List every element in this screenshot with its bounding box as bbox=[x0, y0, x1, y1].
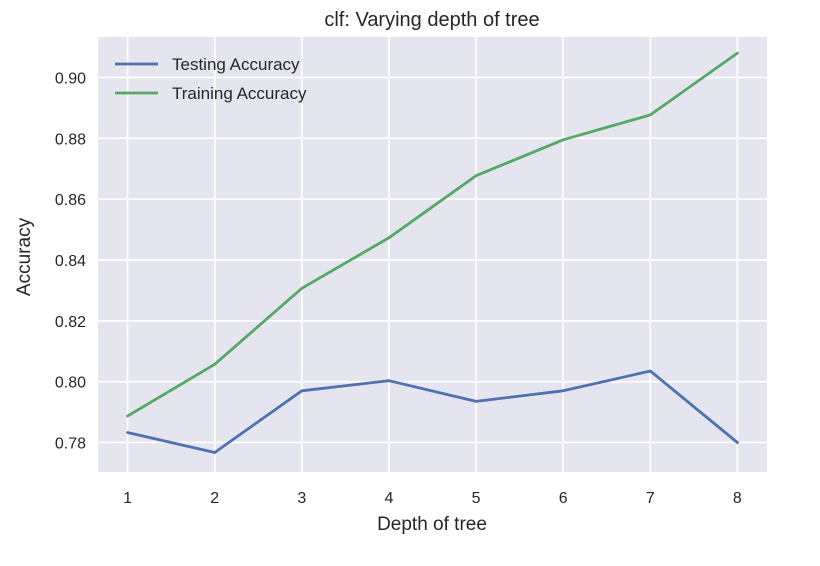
x-tick-label: 2 bbox=[210, 490, 219, 507]
grid bbox=[98, 37, 767, 472]
x-tick-label: 8 bbox=[733, 490, 742, 507]
x-axis-label: Depth of tree bbox=[377, 514, 487, 535]
y-axis-label: Accuracy bbox=[14, 217, 35, 296]
y-tick-label: 0.78 bbox=[55, 435, 86, 452]
chart-title: clf: Varying depth of tree bbox=[324, 9, 539, 31]
x-tick-label: 5 bbox=[472, 490, 481, 507]
x-tick-label: 3 bbox=[297, 490, 306, 507]
series-lines bbox=[126, 51, 739, 454]
legend-label: Training Accuracy bbox=[172, 84, 307, 103]
y-tick-label: 0.90 bbox=[55, 70, 86, 87]
x-tick-label: 7 bbox=[646, 490, 655, 507]
x-tick-label: 1 bbox=[123, 490, 132, 507]
legend: Testing Accuracy Training Accuracy bbox=[115, 55, 307, 103]
series-line-testing bbox=[126, 369, 739, 454]
y-tick-label: 0.80 bbox=[55, 375, 86, 392]
x-tick-label: 6 bbox=[559, 490, 568, 507]
y-axis-ticks: 0.78 0.80 0.82 0.84 0.86 0.88 0.90 bbox=[55, 70, 86, 452]
y-tick-label: 0.82 bbox=[55, 314, 86, 331]
series-line-training bbox=[126, 51, 739, 418]
x-tick-label: 4 bbox=[384, 490, 393, 507]
y-tick-label: 0.84 bbox=[55, 253, 86, 270]
y-tick-label: 0.88 bbox=[55, 131, 86, 148]
x-axis-ticks: 1 2 3 4 5 6 7 8 bbox=[123, 490, 742, 507]
legend-label: Testing Accuracy bbox=[172, 55, 300, 74]
y-tick-label: 0.86 bbox=[55, 192, 86, 209]
